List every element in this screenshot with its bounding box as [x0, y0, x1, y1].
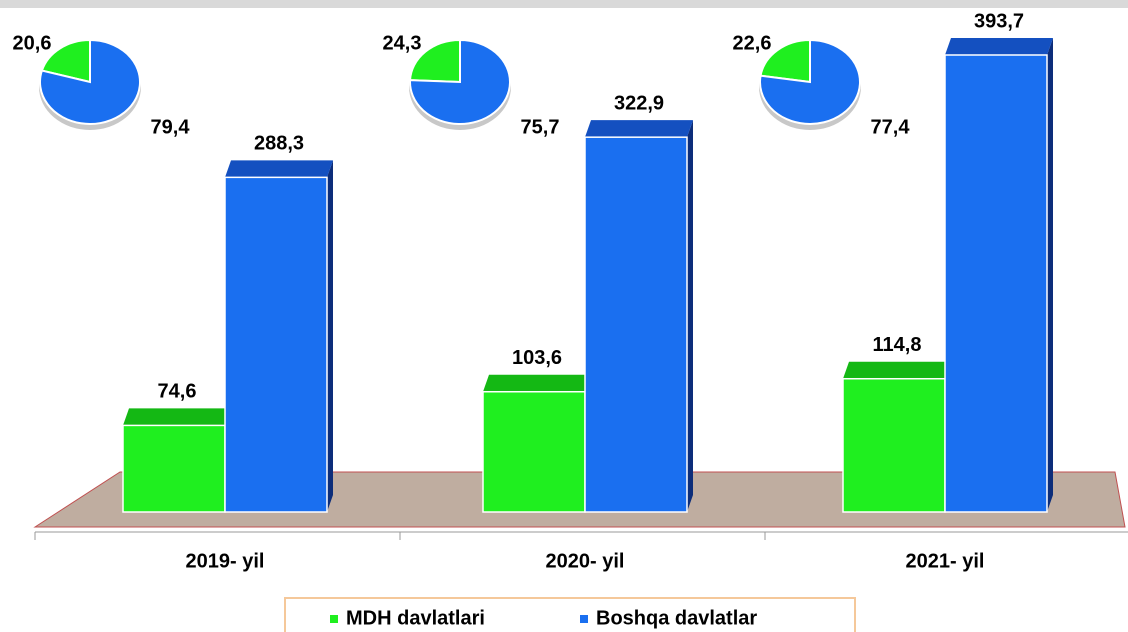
bar-side [687, 120, 693, 513]
legend-swatch [580, 615, 588, 623]
data-label: 288,3 [254, 133, 304, 155]
bar [842, 377, 946, 513]
pie-label: 24,3 [383, 32, 422, 54]
bar [584, 136, 688, 513]
bar [482, 390, 586, 513]
pie-slice [408, 38, 461, 84]
bar-top [483, 374, 591, 392]
bar-top [225, 160, 333, 178]
bar-top [585, 120, 693, 138]
bar [944, 54, 1048, 513]
bar-side [327, 160, 333, 513]
pie-label: 77,4 [871, 116, 911, 138]
bar [122, 424, 226, 513]
data-label: 393,7 [974, 10, 1024, 32]
pie-label: 75,7 [521, 116, 560, 138]
data-label: 322,9 [614, 92, 664, 114]
data-label: 74,6 [158, 381, 197, 403]
bar [224, 176, 328, 513]
bar-top [843, 361, 951, 379]
pie-slice [759, 38, 861, 125]
pie-label: 79,4 [151, 116, 191, 138]
pie-label: 20,6 [13, 32, 52, 54]
legend-box [284, 597, 856, 632]
pie-slice [40, 38, 91, 84]
legend-swatch [330, 615, 338, 623]
bar-side [1047, 38, 1053, 512]
x-tick-label: 2019- yil [186, 550, 265, 572]
bar-top [945, 38, 1053, 55]
x-tick-label: 2020- yil [546, 550, 625, 572]
pie-label: 22,6 [733, 32, 772, 54]
legend-label: Boshqa davlatlar [596, 607, 757, 629]
pie-slice [39, 38, 141, 125]
x-tick-label: 2021- yil [906, 550, 985, 572]
data-label: 114,8 [873, 334, 922, 356]
bar-top [123, 408, 231, 426]
pie-slice [759, 38, 811, 84]
legend-label: MDH davlatlari [346, 607, 485, 629]
pie-slice [409, 38, 511, 125]
top-strip [0, 0, 1128, 8]
data-label: 103,6 [512, 347, 562, 369]
